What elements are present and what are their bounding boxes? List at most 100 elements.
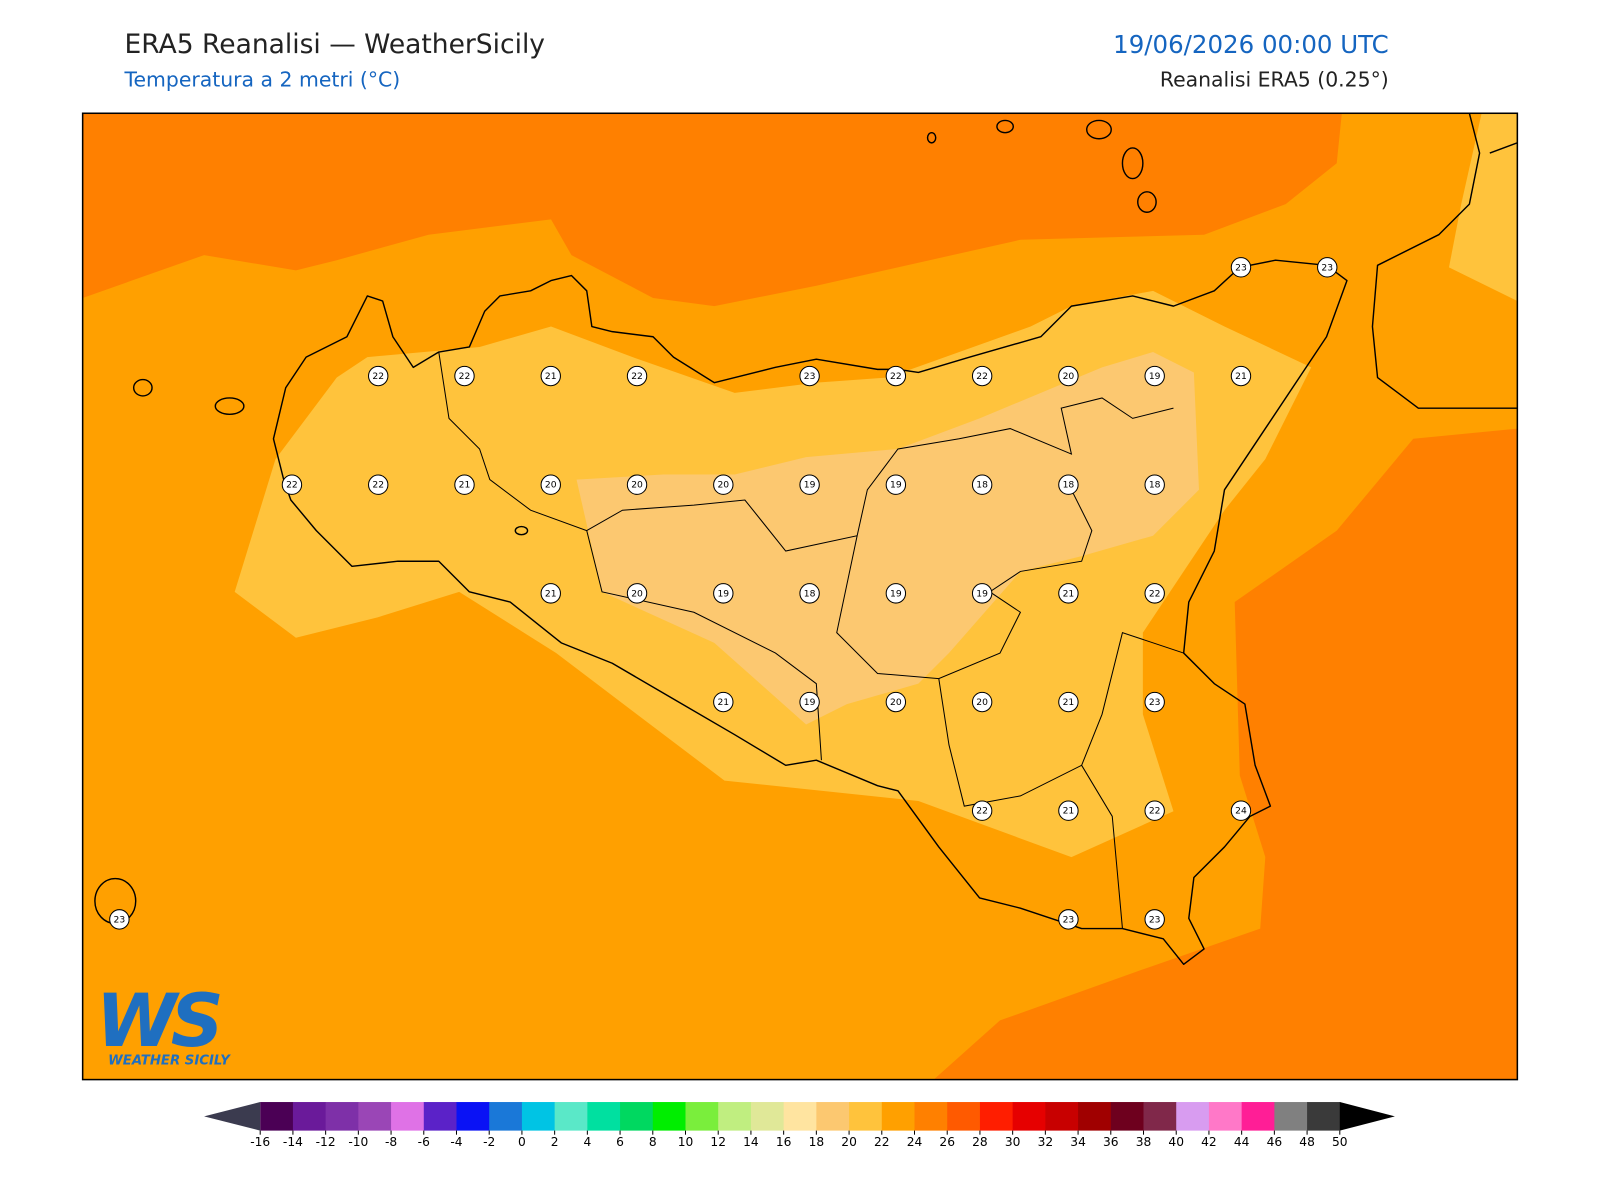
- station-marker: [713, 691, 734, 713]
- station-value: 22: [890, 371, 902, 382]
- station-value: 23: [1063, 914, 1075, 925]
- calabria-coast: [1371, 113, 1518, 409]
- station-marker: [971, 583, 993, 604]
- station-marker: [626, 365, 648, 387]
- colorbar-tick-label: 48: [1299, 1135, 1315, 1149]
- island: [132, 378, 153, 397]
- colorbar-swatch: [554, 1102, 588, 1131]
- colorbar-swatch: [1274, 1102, 1308, 1131]
- colorbar: -16 -14 -12 -10 -8 -6 -4 -2 0 2 4 6 8 10 12 14 16 18 20 22 2…: [204, 1102, 1395, 1149]
- station-marker: [1144, 909, 1165, 930]
- colorbar-swatch: [1078, 1102, 1112, 1131]
- station-marker: [626, 583, 648, 604]
- colorbar-tick-label: 14: [743, 1135, 759, 1149]
- colorbar-tick-label: 40: [1168, 1135, 1184, 1149]
- station-marker: [713, 583, 734, 604]
- station-value: 22: [372, 371, 384, 382]
- colorbar-tick-label: 6: [616, 1135, 624, 1149]
- colorbar-tick-label: -16: [250, 1135, 270, 1149]
- colorbar-tick-label: -10: [348, 1135, 368, 1149]
- colorbar-swatch: [358, 1102, 392, 1131]
- colorbar-tick-label: 4: [583, 1135, 591, 1149]
- station-value: 23: [1149, 914, 1161, 925]
- colorbar-tick-label: -2: [483, 1135, 495, 1149]
- island: [1137, 191, 1157, 213]
- colorbar-swatch: [391, 1102, 425, 1131]
- station-marker: [1230, 800, 1252, 821]
- station-value: 23: [1321, 262, 1333, 273]
- sicily-coast: [272, 259, 1348, 965]
- station-value: 24: [1235, 806, 1247, 817]
- station-value: 21: [545, 371, 557, 382]
- colorbar-tick-label: 20: [841, 1135, 857, 1149]
- station-marker: [281, 474, 303, 495]
- station-value: 20: [1063, 371, 1075, 382]
- datetime: 19/06/2026 00:00 UTC: [1113, 30, 1389, 59]
- colorbar-tick-label: 12: [710, 1135, 726, 1149]
- station-marker: [799, 691, 820, 713]
- station-value: 20: [717, 480, 729, 491]
- logo-name: WEATHER SICILY: [108, 1053, 231, 1068]
- station-marker: [885, 691, 907, 713]
- map-frame: [81, 112, 1519, 1081]
- colorbar-tick-label: 26: [939, 1135, 955, 1149]
- colorbar-tick-label: 8: [649, 1135, 657, 1149]
- station-value: 18: [1149, 480, 1161, 491]
- station-marker: [971, 800, 993, 821]
- station-marker: [885, 474, 907, 495]
- title: ERA5 Reanalisi — WeatherSicily: [124, 29, 545, 60]
- station-marker: [1230, 365, 1252, 387]
- colorbar-swatch: [750, 1102, 785, 1131]
- colorbar-extend-high: [1339, 1102, 1395, 1131]
- logo-mark: WS: [96, 979, 220, 1064]
- station-value: 21: [545, 588, 557, 599]
- colorbar-tick-label: 34: [1070, 1135, 1086, 1149]
- colorbar-tick-label: 42: [1201, 1135, 1217, 1149]
- field-24-26-north: [82, 113, 1342, 307]
- colorbar-swatch: [1176, 1102, 1210, 1131]
- colorbar-extend-low: [204, 1102, 261, 1131]
- temperature-field: [82, 113, 1518, 1080]
- colorbar-tick-label: -12: [316, 1135, 336, 1149]
- station-value: 23: [1149, 697, 1161, 708]
- station-marker: [799, 474, 820, 495]
- colorbar-swatch: [718, 1102, 752, 1131]
- colorbar-swatch: [685, 1102, 719, 1131]
- field-24-26-south: [933, 428, 1518, 1080]
- colorbar-tick-label: -8: [385, 1135, 397, 1149]
- station-value: 19: [976, 588, 988, 599]
- colorbar-swatch: [423, 1102, 458, 1131]
- colorbar-tick-label: 0: [518, 1135, 526, 1149]
- station-marker: [1058, 691, 1079, 713]
- station-marker: [1317, 257, 1338, 278]
- station-value: 19: [804, 697, 816, 708]
- field-20-22-east: [1448, 113, 1518, 302]
- station-value: 23: [114, 914, 126, 925]
- colorbar-swatch: [783, 1102, 817, 1131]
- colorbar-tick-label: -14: [283, 1135, 303, 1149]
- station-value: 22: [1149, 806, 1161, 817]
- stations: 23 23 22 22 21 22 23 22 22 20 19 21 22 22 21 20 20 20 19 19…: [109, 257, 1338, 930]
- island: [926, 131, 937, 144]
- station-value: 22: [631, 371, 643, 382]
- colorbar-tick-label: 36: [1103, 1135, 1119, 1149]
- colorbar-swatch: [260, 1102, 294, 1131]
- colorbar-tick-label: 10: [678, 1135, 694, 1149]
- station-marker: [540, 583, 561, 604]
- colorbar-swatch: [292, 1102, 327, 1131]
- station-marker: [885, 583, 907, 604]
- station-marker: [713, 474, 734, 495]
- colorbar-swatch: [849, 1102, 883, 1131]
- colorbar-swatch: [1208, 1102, 1243, 1131]
- station-marker: [1144, 474, 1165, 495]
- colorbar-swatch: [521, 1102, 556, 1131]
- station-value: 19: [804, 480, 816, 491]
- station-value: 19: [890, 588, 902, 599]
- colorbar-swatch: [489, 1102, 523, 1131]
- colorbar-tick-label: 2: [551, 1135, 559, 1149]
- station-marker: [1058, 909, 1079, 930]
- station-marker: [1058, 474, 1079, 495]
- colorbar-tick-label: 16: [776, 1135, 792, 1149]
- station-value: 21: [1063, 697, 1075, 708]
